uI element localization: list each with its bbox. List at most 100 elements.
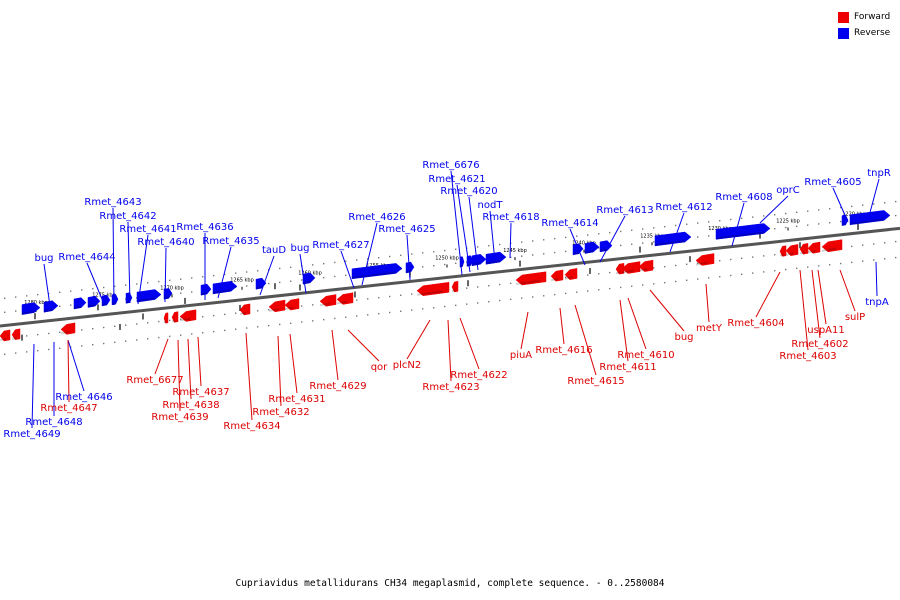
track-dot xyxy=(147,338,149,340)
label-leader-line xyxy=(187,338,192,400)
label-leader-line xyxy=(669,212,685,253)
track-dot xyxy=(598,247,600,249)
track-dot xyxy=(719,275,721,278)
track-dot xyxy=(697,278,699,280)
track-dot xyxy=(202,316,204,318)
track-dot xyxy=(48,348,50,351)
track-dot xyxy=(587,234,589,236)
gene-shade xyxy=(74,305,82,309)
track-dot xyxy=(884,258,886,260)
track-dot xyxy=(719,259,721,262)
track-dot xyxy=(752,272,754,274)
gene-label: tnpR xyxy=(867,168,891,179)
gene-shade xyxy=(61,330,70,335)
track-dot xyxy=(70,304,72,306)
gene-shade xyxy=(417,290,443,296)
track-dot xyxy=(510,298,512,301)
gene-shade xyxy=(201,292,207,296)
track-dot xyxy=(213,274,215,277)
gene-label: plcN2 xyxy=(393,360,421,371)
track-dot xyxy=(510,256,512,259)
track-dot xyxy=(631,285,633,287)
label-leader-line xyxy=(447,319,452,382)
gene-label: bug xyxy=(290,243,309,254)
gene-shade xyxy=(639,268,648,272)
track-dot xyxy=(191,277,193,279)
gene-label: Rmet_4642 xyxy=(99,211,156,222)
track-dot xyxy=(422,266,424,268)
gene-label: Rmet_4614 xyxy=(541,218,598,229)
label-leader-line xyxy=(839,269,856,312)
track-dot xyxy=(15,296,17,298)
track-dot xyxy=(708,277,710,279)
track-dot xyxy=(312,264,314,266)
track-dot xyxy=(81,289,83,291)
track-dot xyxy=(422,252,424,254)
gene-label: uspA11 xyxy=(807,325,844,336)
gene-shade xyxy=(137,297,155,303)
track-dot xyxy=(686,279,688,281)
label-leader-line xyxy=(154,338,169,375)
track-dot xyxy=(433,265,435,267)
track-dot xyxy=(235,312,237,314)
track-dot xyxy=(532,240,534,242)
gene-label: Rmet_4641 xyxy=(119,224,176,235)
track-dot xyxy=(136,339,138,341)
track-dot xyxy=(257,310,259,312)
track-dot xyxy=(301,279,303,281)
reverse-gene-arrow xyxy=(485,251,507,265)
track-dot xyxy=(114,325,116,328)
label-leader-line xyxy=(331,329,339,381)
track-dot xyxy=(895,240,897,243)
track-dot xyxy=(224,329,226,332)
forward-gene-arrow xyxy=(807,241,821,254)
track-dot xyxy=(92,344,94,346)
gene-label: Rmet_4602 xyxy=(791,339,848,350)
gene-shade xyxy=(486,260,500,265)
track-dot xyxy=(290,322,292,324)
track-dot xyxy=(136,323,138,325)
gene-shade xyxy=(240,311,246,315)
gene-shade xyxy=(842,222,846,226)
track-dot xyxy=(840,262,842,265)
track-dot xyxy=(642,242,644,244)
track-dot xyxy=(444,263,446,266)
forward-gene-arrow xyxy=(11,328,21,340)
gene-shade xyxy=(655,240,685,246)
track-dot xyxy=(455,248,457,251)
track-dot xyxy=(279,267,281,270)
track-dot xyxy=(609,271,611,274)
label-leader-line xyxy=(509,222,512,259)
track-dot xyxy=(565,236,567,239)
track-dot xyxy=(499,283,501,286)
gene-shade xyxy=(256,286,262,290)
track-dot xyxy=(653,227,655,229)
forward-gene-arrow xyxy=(779,245,787,257)
track-dot xyxy=(81,345,83,347)
track-dot xyxy=(818,223,820,225)
forward-gene-arrow xyxy=(60,322,76,335)
gene-label: nodT xyxy=(478,200,504,211)
gene-label: sulP xyxy=(845,312,865,323)
gene-shade xyxy=(0,337,6,341)
label-leader-line xyxy=(619,299,629,362)
track-dot xyxy=(785,268,787,271)
reverse-swatch xyxy=(838,27,849,39)
forward-gene-arrow xyxy=(451,281,459,293)
label-leader-line xyxy=(259,255,275,296)
track-dot xyxy=(598,273,600,275)
track-dot xyxy=(114,341,116,344)
track-dot xyxy=(224,273,226,276)
track-dot xyxy=(543,253,545,255)
track-dot xyxy=(158,280,160,283)
track-dot xyxy=(125,298,127,300)
track-dot xyxy=(565,250,567,253)
track-dot xyxy=(785,212,787,215)
gene-shade xyxy=(573,251,579,255)
track-dot xyxy=(125,324,127,326)
gene-shade xyxy=(12,336,17,340)
track-dot xyxy=(147,282,149,284)
gene-shade xyxy=(126,300,130,304)
label-leader-line xyxy=(811,269,821,339)
gene-label: Rmet_4646 xyxy=(55,392,112,403)
